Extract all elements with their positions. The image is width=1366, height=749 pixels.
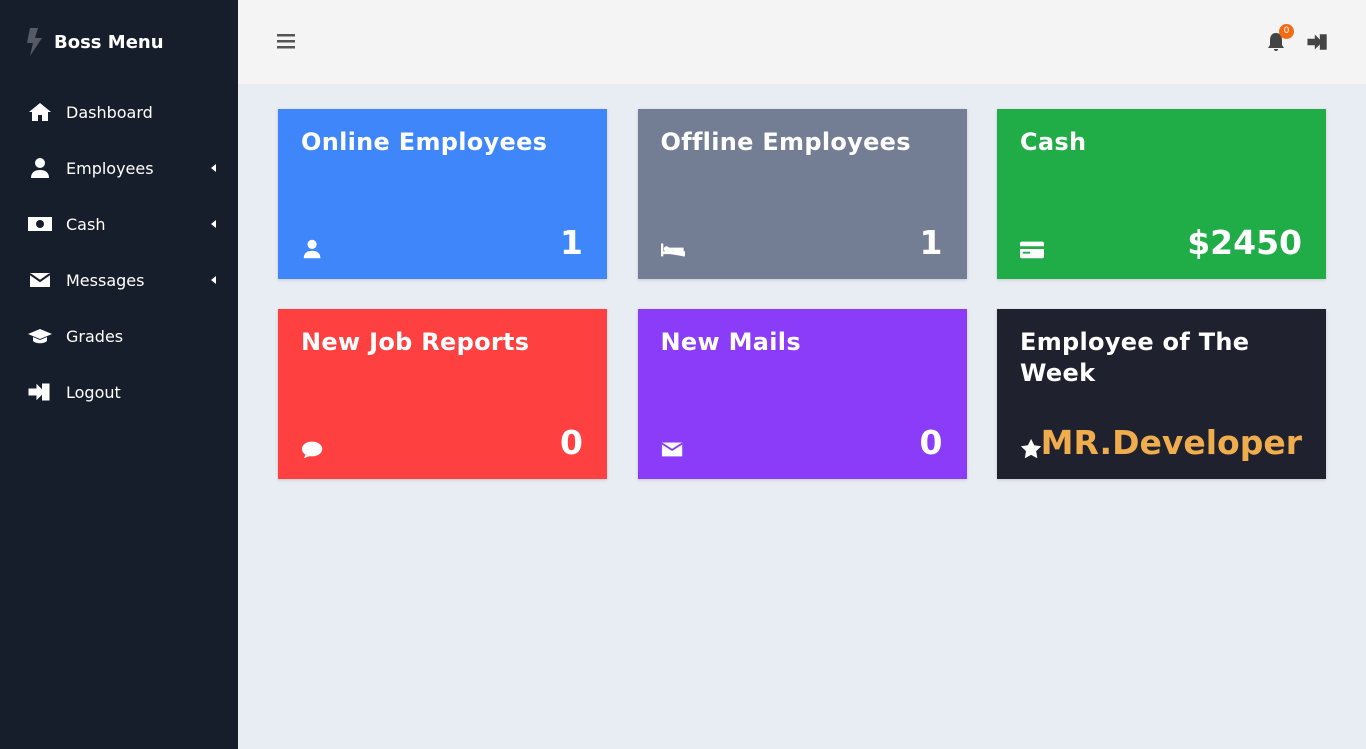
nav-label: Employees [66,158,154,178]
icon [29,273,51,287]
nav-item[interactable]: Cash [28,209,218,239]
card-value: 1 [560,223,583,262]
notification-bell[interactable] [1266,32,1286,52]
logout-button[interactable] [1307,32,1329,52]
brand-icon [27,28,42,56]
icon [28,329,52,344]
card-icon [303,239,321,259]
card-icon [1020,438,1042,459]
card-icon [660,243,685,257]
card-value: 0 [919,423,943,462]
stat-card[interactable]: Online Employees 1 [278,109,607,279]
stat-card[interactable]: New Job Reports 0 [278,309,607,479]
card-title: Offline Employees [660,128,911,156]
nav-item[interactable]: Employees [28,153,218,183]
card-title: New Job Reports [301,328,530,356]
brand-text: Boss Menu [54,31,164,53]
icon [31,158,49,178]
stat-card[interactable]: Employee of The Week MR.Developer [997,309,1326,479]
card-title: New Mails [660,328,801,356]
nav-item[interactable]: Grades [28,321,218,351]
card-value: 0 [560,423,583,462]
card-icon [1020,241,1044,259]
card-value: MR.Developer [1040,423,1302,462]
card-icon [301,441,323,459]
nav-label: Logout [66,382,121,402]
submenu-arrow [211,164,216,172]
card-icon [660,442,683,457]
main: Online Employees 1 Offline Employees 1 Cash $… [238,84,1366,749]
card-title: Online Employees [301,128,548,156]
submenu-arrow [211,220,216,228]
stat-card[interactable]: Cash $2450 [997,109,1326,279]
card-value: 1 [919,223,943,262]
notification-badge: 0 [1279,24,1294,39]
icon [28,217,52,231]
nav-label: Messages [66,270,145,290]
menu-toggle[interactable] [277,33,295,49]
nav-item[interactable]: Dashboard [28,97,218,127]
brand[interactable]: Boss Menu [24,28,164,56]
nav-label: Cash [66,214,106,234]
icon [28,383,50,401]
sidebar: Boss Menu Dashboard Employees Cash Messa… [0,0,238,749]
card-title: Employee of The Week [1020,328,1250,387]
nav-item[interactable]: Logout [28,377,218,407]
nav-label: Grades [66,326,124,346]
nav-item[interactable]: Messages [28,265,218,295]
card-title: Cash [1020,128,1087,156]
topbar: 0 [238,0,1366,84]
submenu-arrow [211,276,216,284]
icon [29,103,51,121]
stat-card[interactable]: New Mails 0 [637,309,967,479]
nav-label: Dashboard [66,102,153,122]
card-value: $2450 [1187,223,1302,262]
stat-card[interactable]: Offline Employees 1 [637,109,967,279]
